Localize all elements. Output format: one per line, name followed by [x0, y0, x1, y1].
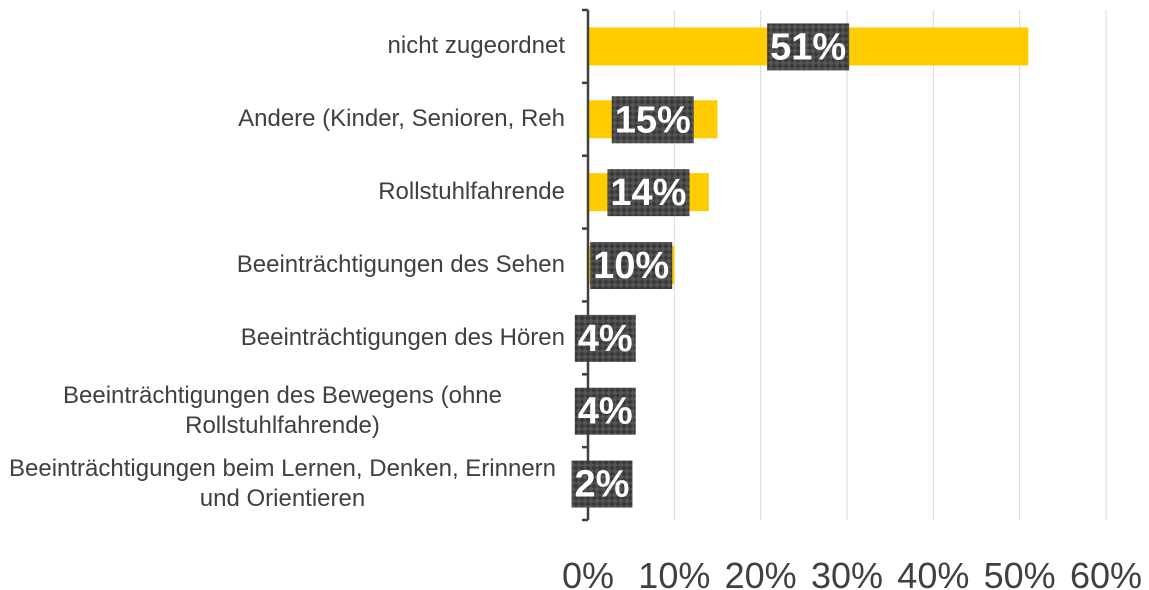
category-text: Beeinträchtigungen des Hören — [240, 323, 565, 351]
x-tick-label: 20% — [725, 555, 797, 590]
value-labels: 51% 15% 14% 10% 4% 4% 2% — [571, 23, 850, 508]
y-tick-label: Rollstuhlfahrende — [0, 156, 565, 229]
category-text: nicht zugeordnet — [387, 32, 565, 60]
category-text: Rollstuhlfahrende — [378, 178, 565, 206]
value-label-box — [767, 23, 850, 71]
value-label-box — [574, 314, 636, 362]
x-tick-label: 60% — [1070, 555, 1142, 590]
value-label: 10% — [593, 245, 669, 287]
y-tick-label: Andere (Kinder, Senioren, Reh — [0, 83, 565, 156]
value-label-box — [611, 96, 694, 144]
category-text: Beeinträchtigungen beim Lernen, Denken, … — [8, 454, 557, 512]
value-label: 51% — [770, 26, 846, 68]
x-tick-label: 0% — [562, 555, 614, 590]
x-tick-label: 50% — [984, 555, 1056, 590]
value-label: 2% — [575, 464, 630, 506]
x-tick-label: 10% — [638, 555, 710, 590]
y-tick-label: Beeinträchtigungen beim Lernen, Denken, … — [0, 447, 565, 520]
x-tick-label: 40% — [897, 555, 969, 590]
category-text: Beeinträchtigungen des Bewegens (ohne Ro… — [63, 381, 502, 439]
value-label-box — [571, 460, 633, 508]
value-label: 14% — [610, 172, 686, 214]
value-label-box — [574, 387, 636, 435]
category-text: Andere (Kinder, Senioren, Reh — [238, 105, 565, 133]
value-label: 15% — [615, 99, 691, 141]
x-tick-label: 30% — [811, 555, 883, 590]
value-label: 4% — [578, 391, 633, 433]
y-tick-label: nicht zugeordnet — [0, 10, 565, 83]
value-label-box — [590, 242, 673, 289]
y-tick-label: Beeinträchtigungen des Hören — [0, 301, 565, 374]
y-tick-label: Beeinträchtigungen des Sehen — [0, 229, 565, 302]
value-label-box — [607, 169, 690, 217]
category-text: Beeinträchtigungen des Sehen — [236, 250, 565, 278]
value-label: 4% — [578, 318, 633, 360]
y-tick-label: Beeinträchtigungen des Bewegens (ohne Ro… — [0, 374, 565, 447]
